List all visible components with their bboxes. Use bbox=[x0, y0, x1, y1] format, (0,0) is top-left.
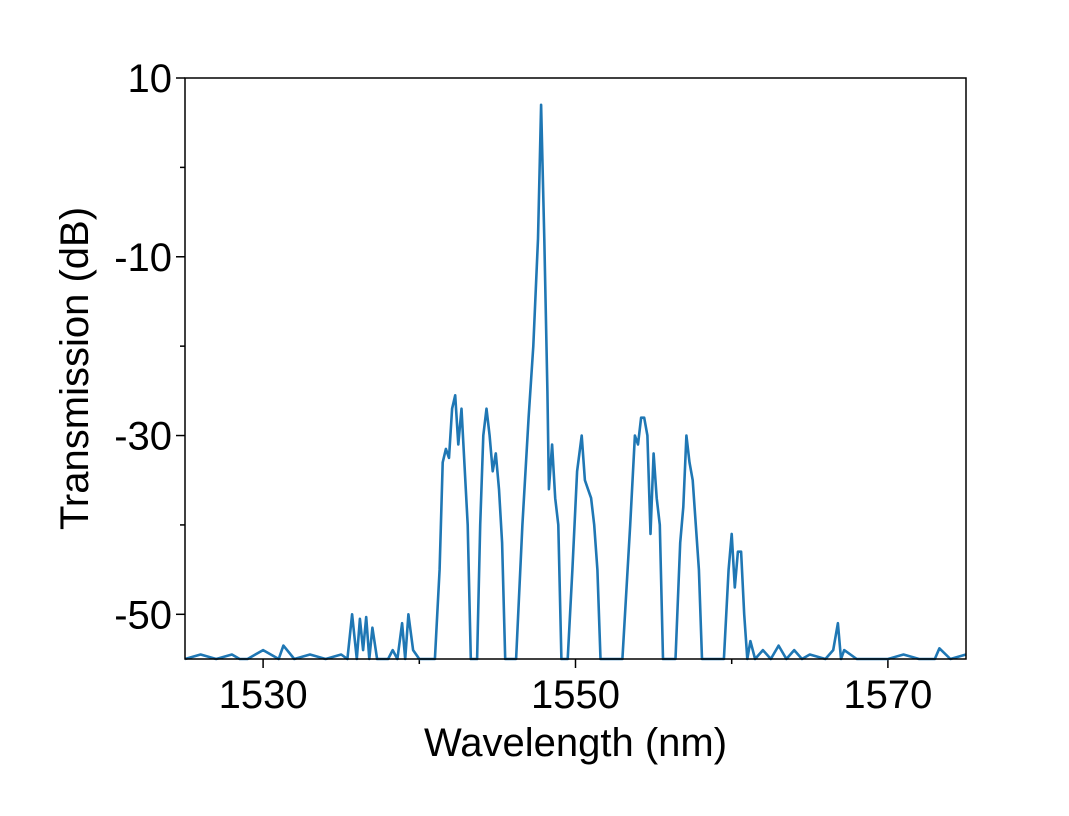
axis-ticks bbox=[176, 77, 889, 668]
y-tick-label: 10 bbox=[128, 57, 173, 101]
x-tick-label: 1550 bbox=[531, 673, 620, 717]
transmission-series-line bbox=[184, 103, 967, 661]
y-tick-label: -10 bbox=[114, 236, 172, 280]
x-tick-label: 1570 bbox=[843, 673, 932, 717]
plot-frame bbox=[184, 77, 967, 660]
tick-labels: 1530 1550 1570 10 -10 -30 -50 bbox=[114, 57, 932, 717]
x-axis-label: Wavelength (nm) bbox=[424, 721, 727, 765]
x-tick-label: 1530 bbox=[219, 673, 308, 717]
y-tick-label: -30 bbox=[114, 415, 172, 459]
y-tick-label: -50 bbox=[114, 593, 172, 637]
y-axis-label: Transmission (dB) bbox=[53, 207, 97, 530]
